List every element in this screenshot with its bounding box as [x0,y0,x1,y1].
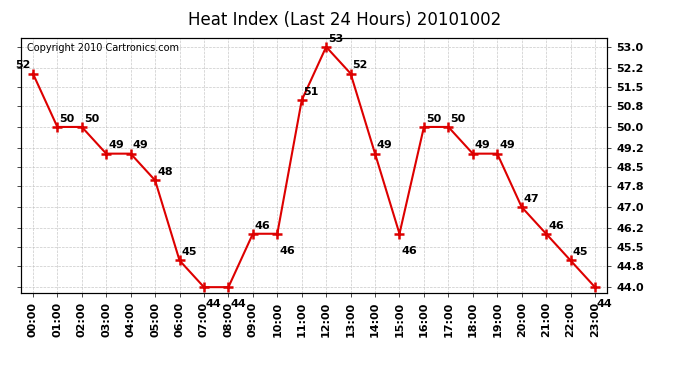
Text: 44: 44 [597,299,613,309]
Text: 46: 46 [279,246,295,256]
Text: 53: 53 [328,34,344,44]
Text: 50: 50 [451,114,466,124]
Text: 49: 49 [108,141,124,150]
Text: 49: 49 [475,141,491,150]
Text: 47: 47 [524,194,540,204]
Text: 49: 49 [132,141,148,150]
Text: 46: 46 [548,220,564,231]
Text: 45: 45 [573,247,588,257]
Text: 46: 46 [255,220,270,231]
Text: 50: 50 [83,114,99,124]
Text: 52: 52 [15,60,30,69]
Text: 50: 50 [426,114,441,124]
Text: 51: 51 [304,87,319,97]
Text: 49: 49 [499,141,515,150]
Text: 48: 48 [157,167,172,177]
Text: 44: 44 [230,299,246,309]
Text: 52: 52 [353,60,368,70]
Text: 46: 46 [402,246,417,256]
Text: Heat Index (Last 24 Hours) 20101002: Heat Index (Last 24 Hours) 20101002 [188,11,502,29]
Text: 50: 50 [59,114,75,124]
Text: 44: 44 [206,299,221,309]
Text: 45: 45 [181,247,197,257]
Text: 49: 49 [377,141,393,150]
Text: Copyright 2010 Cartronics.com: Copyright 2010 Cartronics.com [26,43,179,52]
